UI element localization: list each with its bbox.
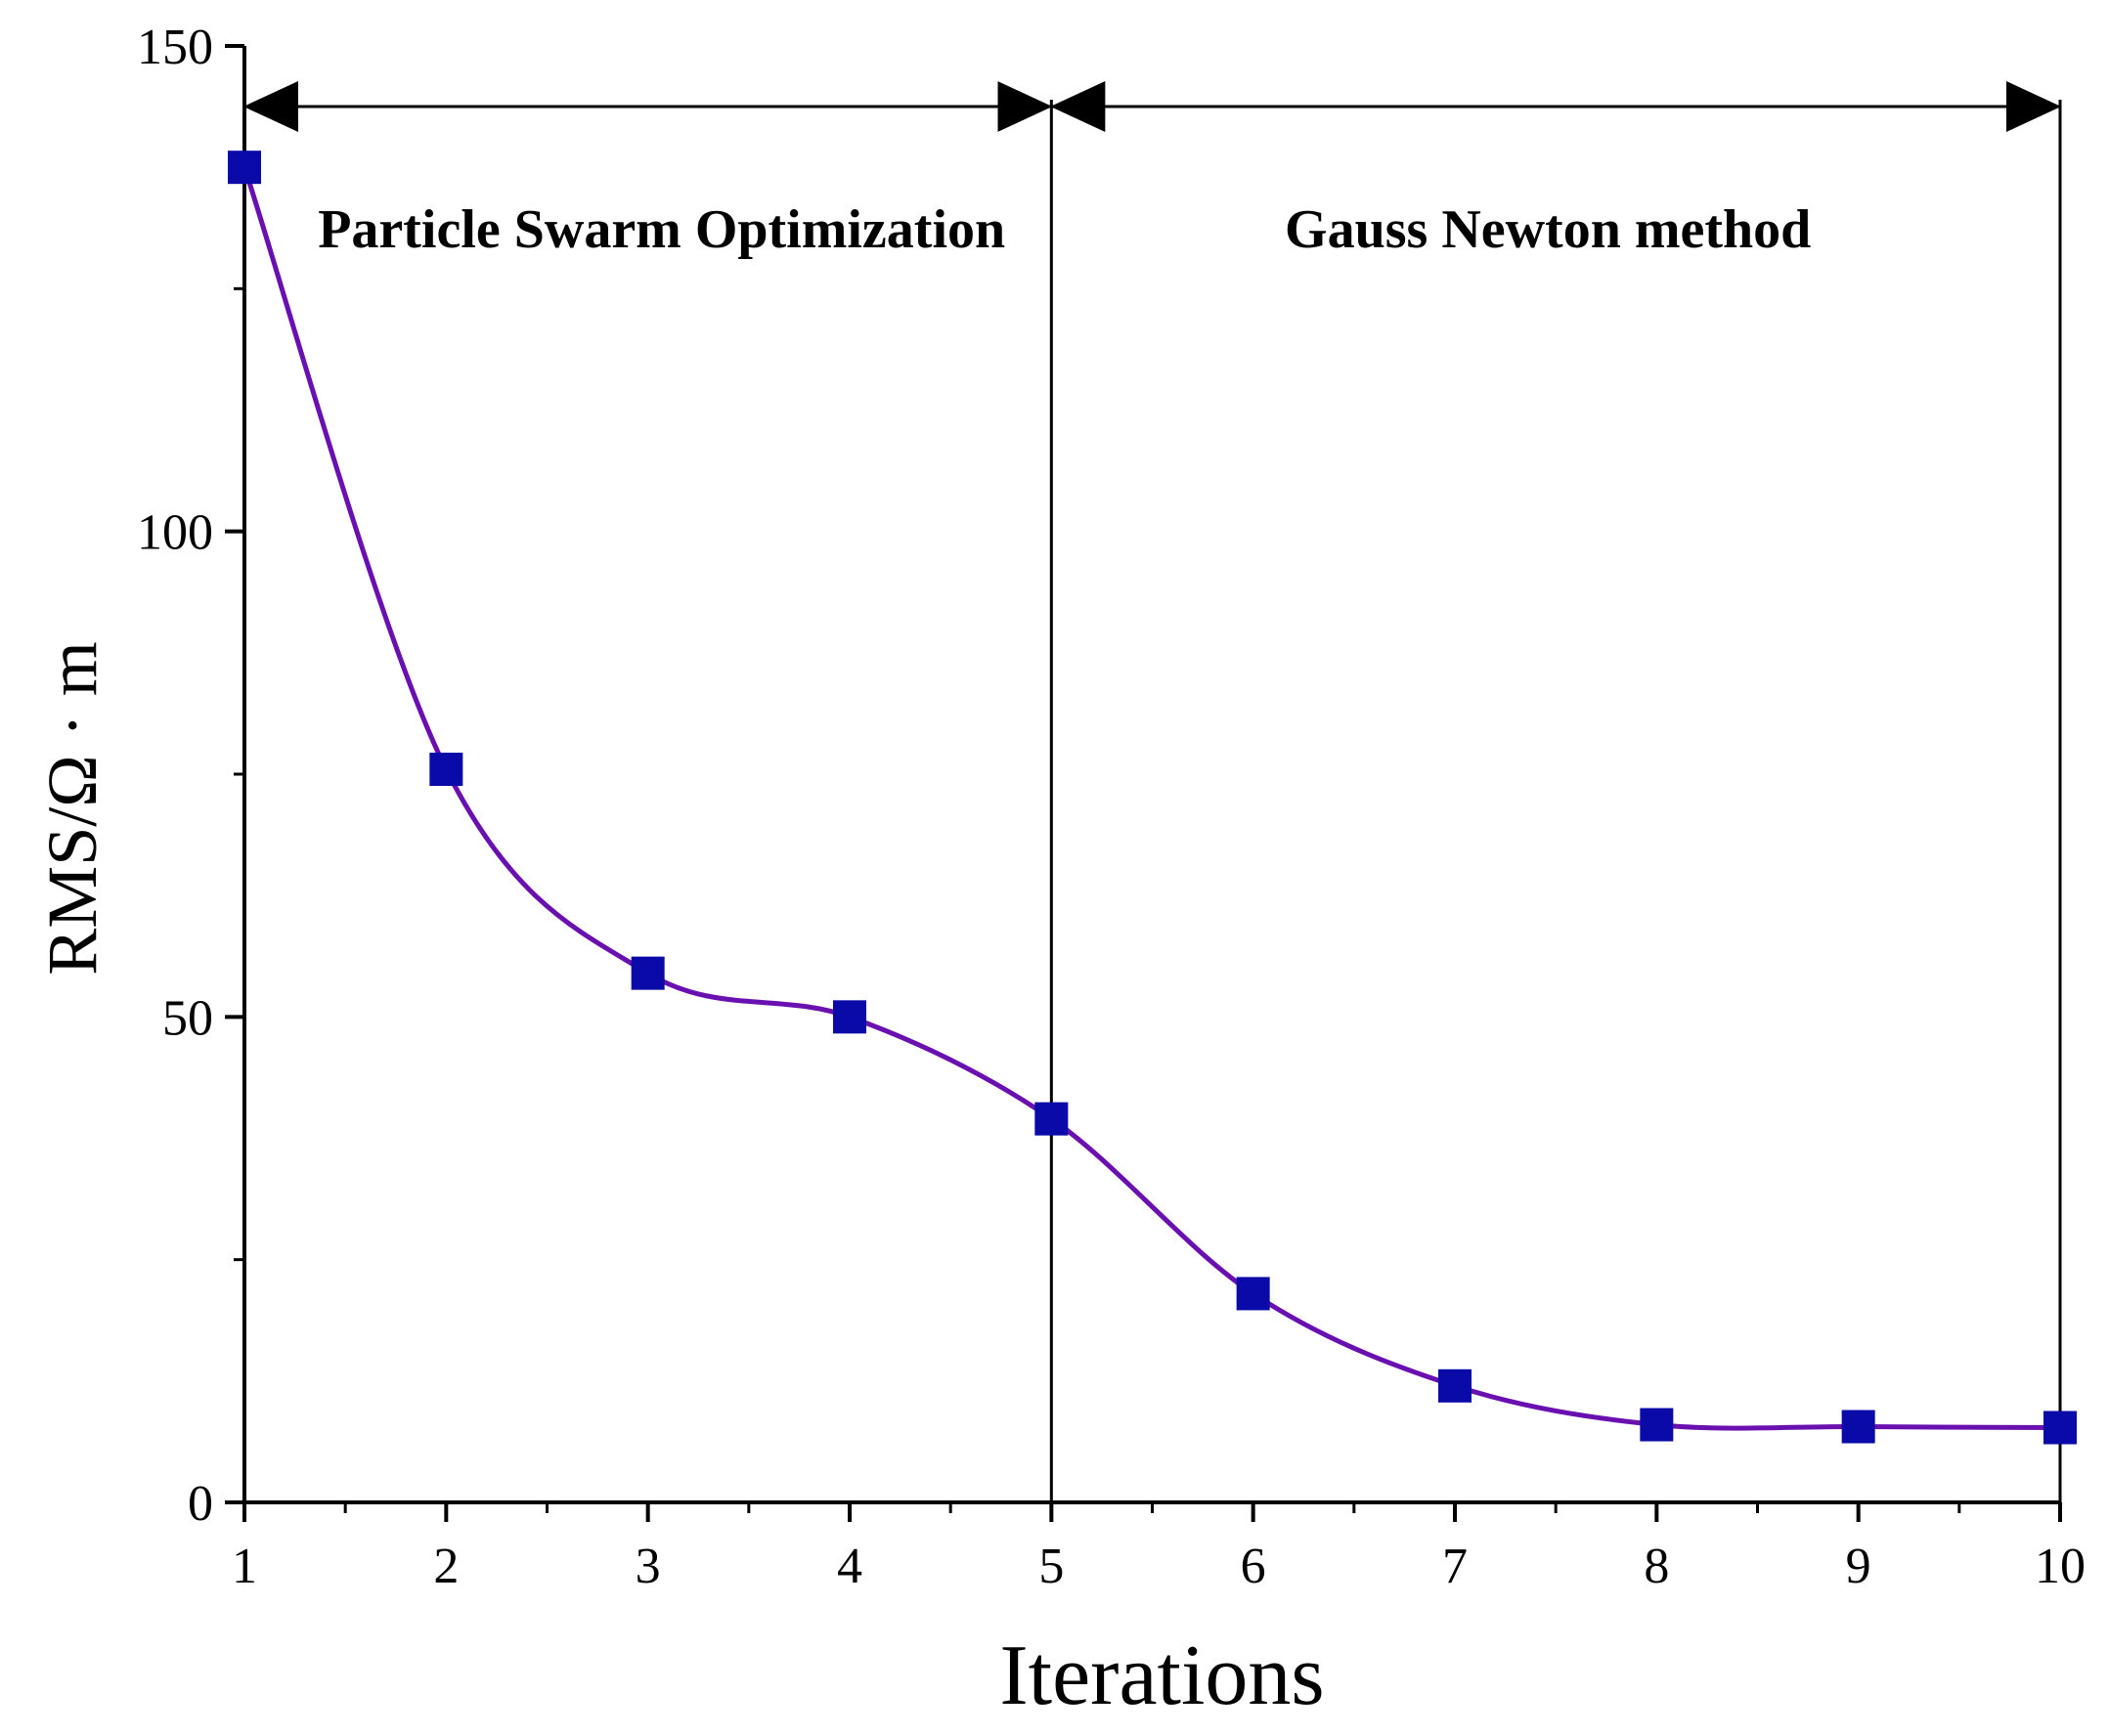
x-tick-label: 7 xyxy=(1442,1539,1468,1594)
x-tick-label: 3 xyxy=(636,1539,661,1594)
series-line xyxy=(242,166,2061,1431)
data-point-marker xyxy=(631,956,665,990)
data-point-marker xyxy=(1236,1277,1270,1311)
x-tick-label: 1 xyxy=(232,1539,257,1594)
x-tick-label: 9 xyxy=(1846,1539,1871,1594)
data-point-marker xyxy=(429,753,463,787)
x-axis-title: Iterations xyxy=(999,1628,1324,1723)
phase-annotations: Particle Swarm Optimization Gauss Newton … xyxy=(243,81,2062,1502)
data-point-marker xyxy=(1438,1368,1472,1403)
y-tick-label: 0 xyxy=(188,1476,213,1532)
pso-phase-label: Particle Swarm Optimization xyxy=(318,199,1005,260)
data-point-marker xyxy=(833,1000,866,1034)
data-point-marker xyxy=(228,151,261,185)
data-point-marker xyxy=(2043,1410,2077,1445)
x-tick-label: 2 xyxy=(433,1539,459,1594)
x-tick-label: 6 xyxy=(1241,1539,1266,1594)
data-point-marker xyxy=(1640,1408,1674,1442)
axis-labels: Iterations RMS/Ω · m xyxy=(33,641,1325,1723)
y-tick-label: 100 xyxy=(137,505,213,561)
data-point-marker xyxy=(1034,1102,1069,1136)
x-tick-label: 8 xyxy=(1644,1539,1669,1594)
data-point-marker xyxy=(1841,1410,1875,1444)
y-axis-title: RMS/Ω · m xyxy=(33,641,111,976)
x-tick-label: 5 xyxy=(1038,1539,1064,1594)
y-tick-label: 150 xyxy=(137,20,213,75)
y-tick-label: 50 xyxy=(162,990,213,1046)
gauss-newton-phase-label: Gauss Newton method xyxy=(1285,199,1811,260)
series xyxy=(228,151,2077,1445)
x-tick-label: 10 xyxy=(2035,1539,2086,1594)
x-tick-label: 4 xyxy=(837,1539,862,1594)
